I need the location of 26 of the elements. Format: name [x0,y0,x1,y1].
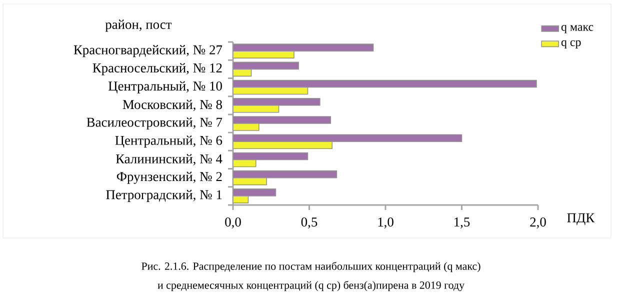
y-tick-label: Калининский, № 4 [116,154,222,166]
y-tick-label: Фрунзенский, № 2 [116,172,222,184]
x-tick-label: 0,5 [301,218,318,229]
bar [233,62,299,70]
text: и среднемесячных концентраций (q ср) бенз(а)пирена в 2019 году [158,280,464,292]
y-axis-title: район, пост [105,20,172,32]
y-tick-label: Петроградский, № 1 [106,190,222,202]
x-tick-label: 1,5 [454,218,470,228]
y-tick-label: Московский, № 8 [122,100,222,112]
bar [233,86,308,95]
y-tick-label: Центральный, № 10 [108,81,222,94]
text: Рис. 2.1.6. Распределение по постам наибольших концентраций (q макс) [142,262,480,272]
bar [233,170,338,178]
y-tick-label: Центральный, № 6 [115,136,222,148]
legend-label: q ср [561,40,581,49]
legend-label: q макс [561,25,594,34]
x-tick-label: 2,0 [530,218,546,229]
x-axis-title: ПДК [567,213,595,226]
bar [233,177,267,186]
y-tick-label: Василеостровский, № 7 [86,117,222,130]
y-tick-label: Красногвардейский, № 27 [74,45,222,58]
bar [233,80,537,88]
x-tick-label: 1,0 [378,218,394,229]
x-tick-label: 0,0 [225,218,241,229]
bar [233,152,308,160]
y-tick-label: Красносельский, № 12 [92,63,222,76]
